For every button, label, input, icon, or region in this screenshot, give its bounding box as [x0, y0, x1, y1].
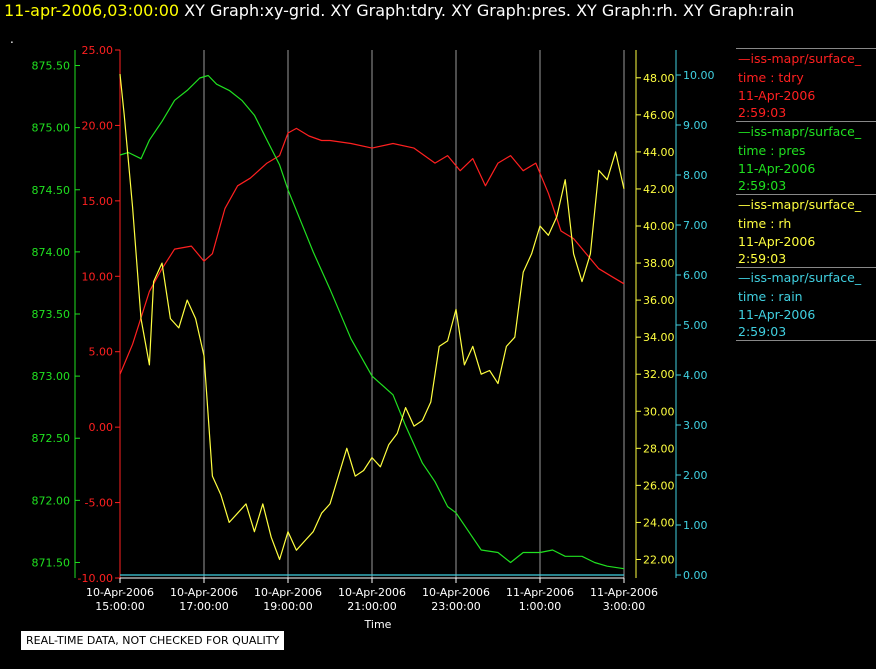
series-line-pres: [119, 74, 625, 570]
rain-tick-label: 2.00: [683, 469, 708, 482]
rh-tick-label: 22.00: [643, 553, 675, 566]
rh-tick-label: 26.00: [643, 479, 675, 492]
pres-tick-label: 872.00: [32, 494, 71, 507]
x-tick-label-date: 10-Apr-2006: [86, 586, 154, 599]
legend-entry-tdry[interactable]: —iss-mapr/surface_ time : tdry 11-Apr-20…: [736, 48, 876, 121]
legend-time: 2:59:03: [738, 105, 787, 120]
x-tick-label-date: 10-Apr-2006: [422, 586, 490, 599]
pres-tick-label: 874.00: [32, 246, 71, 259]
rh-tick-label: 30.00: [643, 405, 675, 418]
rh-tick-label: 42.00: [643, 183, 675, 196]
rh-tick-label: 32.00: [643, 368, 675, 381]
rh-tick-label: 48.00: [643, 72, 675, 85]
rain-tick-label: 5.00: [683, 319, 708, 332]
legend-time: 2:59:03: [738, 251, 787, 266]
x-tick-label-time: 23:00:00: [431, 600, 480, 613]
rain-tick-label: 10.00: [683, 69, 715, 82]
legend-date: 11-Apr-2006: [738, 307, 816, 322]
x-tick-label-time: 17:00:00: [179, 600, 228, 613]
x-tick-label-time: 3:00:00: [603, 600, 645, 613]
legend-entry-rain[interactable]: —iss-mapr/surface_ time : rain 11-Apr-20…: [736, 267, 876, 340]
legend-entry-pres[interactable]: —iss-mapr/surface_ time : pres 11-Apr-20…: [736, 121, 876, 194]
x-tick-label-time: 19:00:00: [263, 600, 312, 613]
rh-tick-label: 40.00: [643, 220, 675, 233]
tdry-tick-label: 10.00: [82, 270, 114, 283]
pres-tick-label: 875.50: [32, 60, 71, 73]
rh-tick-label: 34.00: [643, 331, 675, 344]
x-tick-label-date: 10-Apr-2006: [254, 586, 322, 599]
legend-series-name: —iss-mapr/surface_: [738, 197, 862, 212]
pres-tick-label: 875.00: [32, 122, 71, 135]
legend-date: 11-Apr-2006: [738, 161, 816, 176]
legend-divider: [736, 340, 876, 341]
legend-series-name: —iss-mapr/surface_: [738, 270, 862, 285]
rain-tick-label: 8.00: [683, 169, 708, 182]
rain-tick-label: 6.00: [683, 269, 708, 282]
legend-series-name: —iss-mapr/surface_: [738, 51, 862, 66]
x-axis-title: Time: [364, 618, 392, 631]
pres-tick-label: 873.00: [32, 370, 71, 383]
series-line-tdry: [119, 127, 625, 375]
legend-variable: time : rain: [738, 289, 803, 304]
legend-entry-rh[interactable]: —iss-mapr/surface_ time : rh 11-Apr-2006…: [736, 194, 876, 267]
x-tick-label-time: 21:00:00: [347, 600, 396, 613]
tdry-tick-label: 15.00: [82, 195, 114, 208]
tdry-tick-label: -5.00: [85, 497, 113, 510]
legend-variable: time : rh: [738, 216, 792, 231]
legend-date: 11-Apr-2006: [738, 234, 816, 249]
tdry-tick-label: 20.00: [82, 119, 114, 132]
legend-time: 2:59:03: [738, 324, 787, 339]
rain-tick-label: 9.00: [683, 119, 708, 132]
pres-tick-label: 871.50: [32, 556, 71, 569]
rain-tick-label: 3.00: [683, 419, 708, 432]
legend-series-name: —iss-mapr/surface_: [738, 124, 862, 139]
rain-tick-label: 4.00: [683, 369, 708, 382]
rain-tick-label: 1.00: [683, 519, 708, 532]
series-line-rh: [119, 74, 625, 561]
legend: —iss-mapr/surface_ time : tdry 11-Apr-20…: [736, 48, 876, 341]
pres-tick-label: 872.50: [32, 432, 71, 445]
rh-tick-label: 28.00: [643, 442, 675, 455]
tdry-tick-label: 25.00: [82, 44, 114, 57]
rh-tick-label: 44.00: [643, 146, 675, 159]
pres-tick-label: 874.50: [32, 184, 71, 197]
tdry-tick-label: -10.00: [78, 572, 113, 585]
x-tick-label-date: 11-Apr-2006: [506, 586, 574, 599]
header-graph-list: XY Graph:xy-grid. XY Graph:tdry. XY Grap…: [179, 1, 795, 20]
legend-variable: time : tdry: [738, 70, 804, 85]
x-tick-label-date: 10-Apr-2006: [170, 586, 238, 599]
x-tick-label-date: 10-Apr-2006: [338, 586, 406, 599]
x-tick-label-time: 1:00:00: [519, 600, 561, 613]
quality-disclaimer: REAL-TIME DATA, NOT CHECKED FOR QUALITY: [20, 630, 286, 651]
rh-tick-label: 24.00: [643, 516, 675, 529]
rain-tick-label: 0.00: [683, 569, 708, 582]
tdry-tick-label: 5.00: [89, 346, 114, 359]
pres-tick-label: 873.50: [32, 308, 71, 321]
legend-variable: time : pres: [738, 143, 806, 158]
rain-tick-label: 7.00: [683, 219, 708, 232]
legend-date: 11-Apr-2006: [738, 88, 816, 103]
graph-header: 11-apr-2006,03:00:00 XY Graph:xy-grid. X…: [4, 1, 794, 20]
rh-tick-label: 38.00: [643, 257, 675, 270]
x-tick-label-time: 15:00:00: [95, 600, 144, 613]
header-dot: .: [10, 32, 14, 46]
x-tick-label-date: 11-Apr-2006: [590, 586, 658, 599]
rh-tick-label: 36.00: [643, 294, 675, 307]
tdry-tick-label: 0.00: [89, 421, 114, 434]
legend-time: 2:59:03: [738, 178, 787, 193]
rh-tick-label: 46.00: [643, 109, 675, 122]
header-timestamp: 11-apr-2006,03:00:00: [4, 1, 180, 20]
